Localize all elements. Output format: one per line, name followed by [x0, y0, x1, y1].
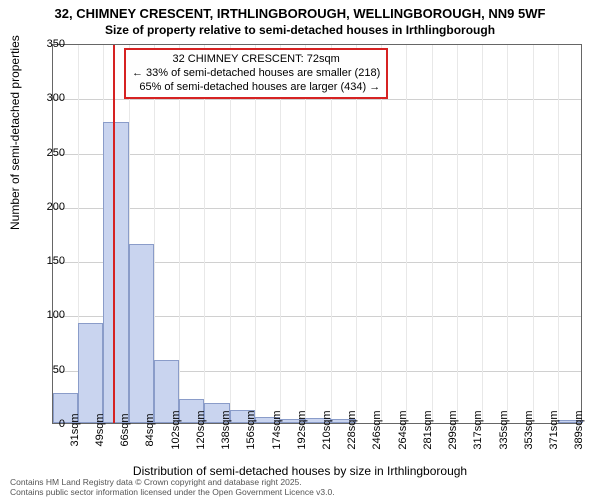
chart-title-line1: 32, CHIMNEY CRESCENT, IRTHLINGBOROUGH, W…: [0, 0, 600, 23]
x-tick-label: 120sqm: [195, 410, 207, 449]
histogram-bar: [129, 244, 154, 423]
grid-line-v: [305, 45, 306, 423]
x-tick-label: 371sqm: [548, 410, 560, 449]
grid-line-v: [381, 45, 382, 423]
grid-line-v: [432, 45, 433, 423]
grid-line-v: [507, 45, 508, 423]
y-tick-label: 150: [47, 255, 65, 267]
x-tick-label: 156sqm: [245, 410, 257, 449]
grid-line-v: [280, 45, 281, 423]
y-tick-label: 300: [47, 92, 65, 104]
x-axis-label: Distribution of semi-detached houses by …: [0, 464, 600, 478]
grid-line-h: [53, 208, 581, 209]
attribution-footer: Contains HM Land Registry data © Crown c…: [10, 478, 335, 498]
x-tick-label: 246sqm: [371, 410, 383, 449]
x-tick-label: 49sqm: [94, 413, 106, 446]
x-tick-label: 335sqm: [498, 410, 510, 449]
x-tick-label: 281sqm: [422, 410, 434, 449]
x-tick-label: 138sqm: [220, 410, 232, 449]
grid-line-v: [204, 45, 205, 423]
grid-line-v: [331, 45, 332, 423]
infobox-line2: ← 33% of semi-detached houses are smalle…: [132, 67, 380, 81]
y-axis-label: Number of semi-detached properties: [8, 35, 22, 230]
grid-line-v: [356, 45, 357, 423]
histogram-bar: [103, 122, 128, 423]
grid-line-v: [179, 45, 180, 423]
grid-line-v: [482, 45, 483, 423]
x-tick-label: 31sqm: [69, 413, 81, 446]
x-tick-label: 264sqm: [397, 410, 409, 449]
x-tick-label: 66sqm: [119, 413, 131, 446]
chart-area: 32 CHIMNEY CRESCENT: 72sqm ← 33% of semi…: [52, 44, 582, 424]
y-tick-label: 0: [59, 418, 65, 430]
property-marker-line: [113, 45, 115, 423]
x-tick-label: 389sqm: [573, 410, 585, 449]
y-tick-label: 350: [47, 38, 65, 50]
chart-container: { "title_line1": "32, CHIMNEY CRESCENT, …: [0, 0, 600, 500]
y-tick-label: 100: [47, 309, 65, 321]
comparison-infobox: 32 CHIMNEY CRESCENT: 72sqm ← 33% of semi…: [124, 48, 388, 99]
infobox-line3: 65% of semi-detached houses are larger (…: [132, 81, 380, 95]
footer-line2: Contains public sector information licen…: [10, 488, 335, 498]
grid-line-v: [406, 45, 407, 423]
x-tick-label: 192sqm: [296, 410, 308, 449]
y-tick-label: 200: [47, 201, 65, 213]
grid-line-v: [255, 45, 256, 423]
histogram-bar: [78, 323, 103, 423]
x-tick-label: 84sqm: [144, 413, 156, 446]
infobox-line1: 32 CHIMNEY CRESCENT: 72sqm: [132, 53, 380, 67]
x-tick-label: 174sqm: [271, 410, 283, 449]
x-tick-label: 210sqm: [321, 410, 333, 449]
x-tick-label: 299sqm: [447, 410, 459, 449]
x-tick-label: 102sqm: [170, 410, 182, 449]
y-tick-label: 250: [47, 147, 65, 159]
x-tick-label: 228sqm: [346, 410, 358, 449]
grid-line-v: [558, 45, 559, 423]
chart-title-line2: Size of property relative to semi-detach…: [0, 23, 600, 37]
grid-line-v: [533, 45, 534, 423]
grid-line-h: [53, 154, 581, 155]
grid-line-h: [53, 99, 581, 100]
grid-line-v: [230, 45, 231, 423]
grid-line-v: [457, 45, 458, 423]
y-tick-label: 50: [53, 364, 65, 376]
x-tick-label: 353sqm: [523, 410, 535, 449]
plot-region: [52, 44, 582, 424]
x-tick-label: 317sqm: [472, 410, 484, 449]
